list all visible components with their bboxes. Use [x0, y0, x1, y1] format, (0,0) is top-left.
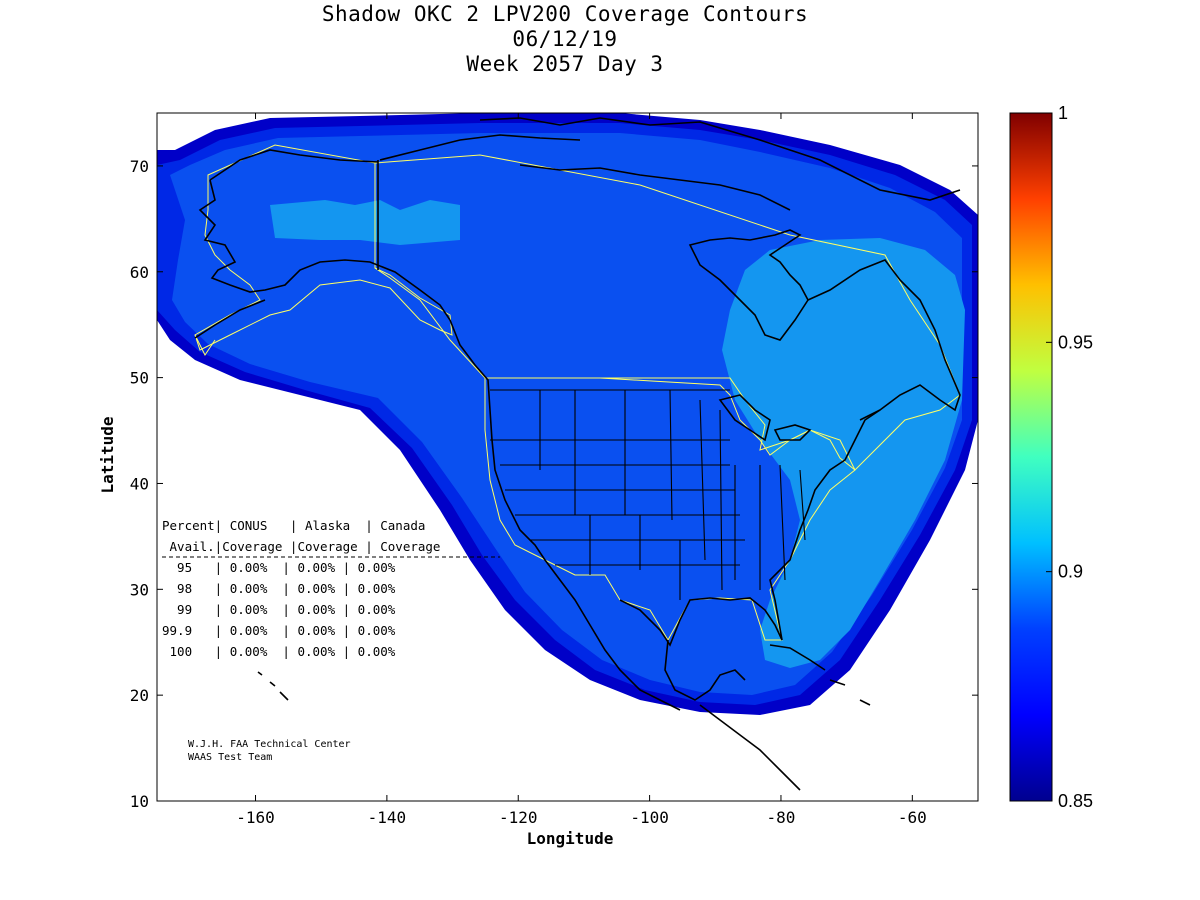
colorbar-tick-label: 0.95: [1058, 332, 1093, 352]
great-lakes: [718, 394, 812, 442]
x-tick-label: -80: [767, 808, 796, 827]
y-axis-label: Latitude: [98, 416, 117, 493]
x-axis-label: Longitude: [527, 829, 614, 848]
credit-line-1: W.J.H. FAA Technical Center: [188, 739, 351, 750]
x-tick-label: -120: [499, 808, 538, 827]
x-tick-label: -140: [368, 808, 407, 827]
table-header-1: Percent| CONUS | Alaska | Canada: [162, 518, 425, 533]
hudson-bay: [688, 229, 809, 341]
chart-week: Week 2057 Day 3: [466, 52, 664, 76]
alaska-coast: [194, 149, 451, 339]
table-row: 95 | 0.00% | 0.00% | 0.00%: [162, 560, 396, 575]
contour-light-alaska: [270, 200, 460, 245]
pacific-boundary: [194, 334, 216, 356]
y-tick-label: 50: [130, 369, 149, 388]
y-tick-label: 30: [130, 580, 149, 599]
credit-line-2: WAAS Test Team: [188, 752, 272, 763]
table-row: 98 | 0.00% | 0.00% | 0.00%: [162, 581, 396, 596]
colorbar-ticks: 0.85 0.9 0.95 1: [1046, 103, 1093, 811]
contour-light-east: [722, 238, 965, 668]
alaska-boundary: [194, 144, 453, 351]
labrador-coast: [807, 259, 961, 421]
x-tick-label: -160: [236, 808, 275, 827]
colorbar-tick-label: 0.9: [1058, 562, 1083, 582]
plot-frame: [156, 112, 979, 802]
y-tick-label: 60: [130, 263, 149, 282]
chart-title: Shadow OKC 2 LPV200 Coverage Contours: [321, 2, 809, 26]
hawaii: [257, 671, 289, 701]
mexico-coast: [664, 639, 801, 791]
y-tick-label: 40: [130, 474, 149, 493]
canada-north-coast: [379, 117, 961, 211]
y-tick-label: 70: [130, 157, 149, 176]
y-tick-label: 20: [130, 686, 149, 705]
x-tick-label: -100: [630, 808, 669, 827]
conus-boundary: [484, 377, 856, 642]
x-tick-label: -60: [898, 808, 927, 827]
gulf-coast: [619, 409, 881, 647]
table-header-2: Avail.|Coverage |Coverage | Coverage: [162, 539, 440, 554]
coastlines: [194, 117, 961, 791]
west-coast: [449, 319, 681, 711]
table-row: 99.9 | 0.00% | 0.00% | 0.00%: [162, 623, 396, 638]
availability-table: Percent| CONUS | Alaska | Canada Avail.|…: [162, 518, 500, 659]
y-tick-label: 10: [130, 792, 149, 811]
chart-date: 06/12/19: [512, 27, 618, 51]
colorbar-tick-label: 1: [1058, 103, 1068, 123]
tick-layer: -160 -140 -120 -100 -80 -60 10 20 30 40 50 60 70: [130, 113, 978, 827]
colorbar-tick-label: 0.85: [1058, 791, 1093, 811]
contour-layer: [157, 113, 978, 715]
table-row: 100 | 0.00% | 0.00% | 0.00%: [162, 644, 396, 659]
colorbar: [1009, 112, 1053, 802]
state-lines: [490, 389, 806, 600]
table-row: 99 | 0.00% | 0.00% | 0.00%: [162, 602, 396, 617]
caribbean: [769, 644, 871, 706]
state-borders: [490, 389, 806, 600]
